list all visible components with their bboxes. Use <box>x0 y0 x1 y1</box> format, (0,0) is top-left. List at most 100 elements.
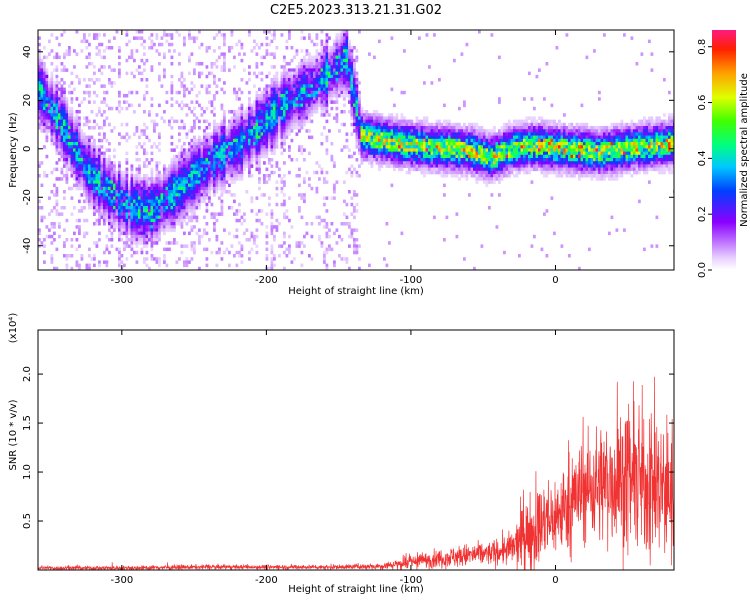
heatmap-cell <box>385 122 389 127</box>
heatmap-cell <box>478 161 481 165</box>
heatmap-cell <box>58 113 61 117</box>
heatmap-cell <box>288 78 291 82</box>
heatmap-cell <box>310 110 314 114</box>
heatmap-cell <box>223 110 226 114</box>
heatmap-cell <box>68 49 71 53</box>
heatmap-cell <box>348 94 351 98</box>
heatmap-cell <box>460 151 464 156</box>
heatmap-cell <box>403 135 406 140</box>
heatmap-cell <box>143 164 146 168</box>
heatmap-cell <box>88 94 91 98</box>
heatmap-cell <box>228 110 231 114</box>
heatmap-cell <box>50 209 54 213</box>
heatmap-cell <box>215 154 219 159</box>
heatmap-cell <box>220 202 224 207</box>
heatmap-cell <box>275 71 279 76</box>
heatmap-cell <box>75 97 79 101</box>
heatmap-cell <box>43 126 46 130</box>
heatmap-cell <box>303 100 306 104</box>
heatmap-cell <box>128 238 131 242</box>
heatmap-cell <box>345 52 349 56</box>
heatmap-cell <box>313 68 316 72</box>
heatmap-cell <box>225 129 229 133</box>
heatmap-cell <box>248 33 251 37</box>
heatmap-cell <box>468 167 471 172</box>
heatmap-cell <box>108 65 111 69</box>
heatmap-cell <box>155 206 159 210</box>
heatmap-cell <box>303 110 306 114</box>
heatmap-cell <box>113 154 116 159</box>
heatmap-cell <box>270 129 274 133</box>
heatmap-cell <box>105 218 109 223</box>
heatmap-cell <box>245 116 249 120</box>
heatmap-cell <box>328 36 331 40</box>
heatmap-cell <box>103 206 106 210</box>
heatmap-cell <box>345 68 349 72</box>
heatmap-cell <box>135 170 139 175</box>
heatmap-cell <box>413 132 416 136</box>
heatmap-cell <box>450 142 454 146</box>
heatmap-cell <box>330 81 334 85</box>
heatmap-cell <box>180 100 184 104</box>
heatmap-cell <box>315 84 319 88</box>
heatmap-cell <box>293 97 296 101</box>
heatmap-cell <box>260 110 264 114</box>
heatmap-cell <box>378 129 381 133</box>
heatmap-cell <box>203 129 206 133</box>
heatmap-cell <box>345 222 349 226</box>
heatmap-cell <box>185 103 189 108</box>
heatmap-cell <box>325 87 329 92</box>
heatmap-cell <box>55 87 59 92</box>
heatmap-cell <box>208 122 211 127</box>
heatmap-cell <box>61 270 64 274</box>
heatmap-cell <box>140 234 144 239</box>
heatmap-cell <box>95 174 99 178</box>
heatmap-cell <box>123 218 126 223</box>
heatmap-cell <box>263 122 266 127</box>
heatmap-cell <box>98 148 101 152</box>
heatmap-cell <box>350 202 354 207</box>
heatmap-cell <box>318 65 321 69</box>
heatmap-cell <box>115 183 119 188</box>
heatmap-cell <box>95 148 99 152</box>
heatmap-cell <box>63 174 66 178</box>
heatmap-cell <box>328 49 331 53</box>
heatmap-cell <box>265 74 269 79</box>
heatmap-cell <box>240 110 244 114</box>
heatmap-cell <box>85 90 89 95</box>
heatmap-cell <box>293 119 296 124</box>
heatmap-cell <box>110 81 114 85</box>
heatmap-cell <box>353 65 356 69</box>
heatmap-cell <box>400 138 404 143</box>
heatmap-cell <box>313 94 316 98</box>
heatmap-cell <box>80 132 84 136</box>
heatmap-cell <box>238 135 241 140</box>
heatmap-cell <box>305 52 309 56</box>
heatmap-cell <box>268 97 271 101</box>
heatmap-cell <box>458 148 461 152</box>
heatmap-cell <box>408 161 411 165</box>
heatmap-cell <box>198 74 201 79</box>
heatmap-cell <box>340 68 344 72</box>
heatmap-cell <box>398 167 401 172</box>
heatmap-cell <box>408 142 411 146</box>
heatmap-cell <box>343 97 346 101</box>
heatmap-cell <box>315 170 319 175</box>
heatmap-cell <box>190 202 194 207</box>
heatmap-cell <box>220 68 224 72</box>
heatmap-cell <box>368 122 371 127</box>
heatmap-cell <box>330 55 334 60</box>
heatmap-cell <box>323 81 326 85</box>
heatmap-cell <box>110 212 114 216</box>
heatmap-cell <box>215 218 219 223</box>
heatmap-cell <box>220 170 224 175</box>
heatmap-cell <box>173 158 176 162</box>
heatmap-cell <box>288 106 291 111</box>
heatmap-cell <box>408 145 411 149</box>
heatmap-cell <box>408 132 411 136</box>
heatmap-cell <box>400 113 404 117</box>
heatmap-cell <box>250 116 254 120</box>
heatmap-cell <box>150 254 154 258</box>
heatmap-cell <box>310 58 314 63</box>
heatmap-cell <box>315 161 319 165</box>
